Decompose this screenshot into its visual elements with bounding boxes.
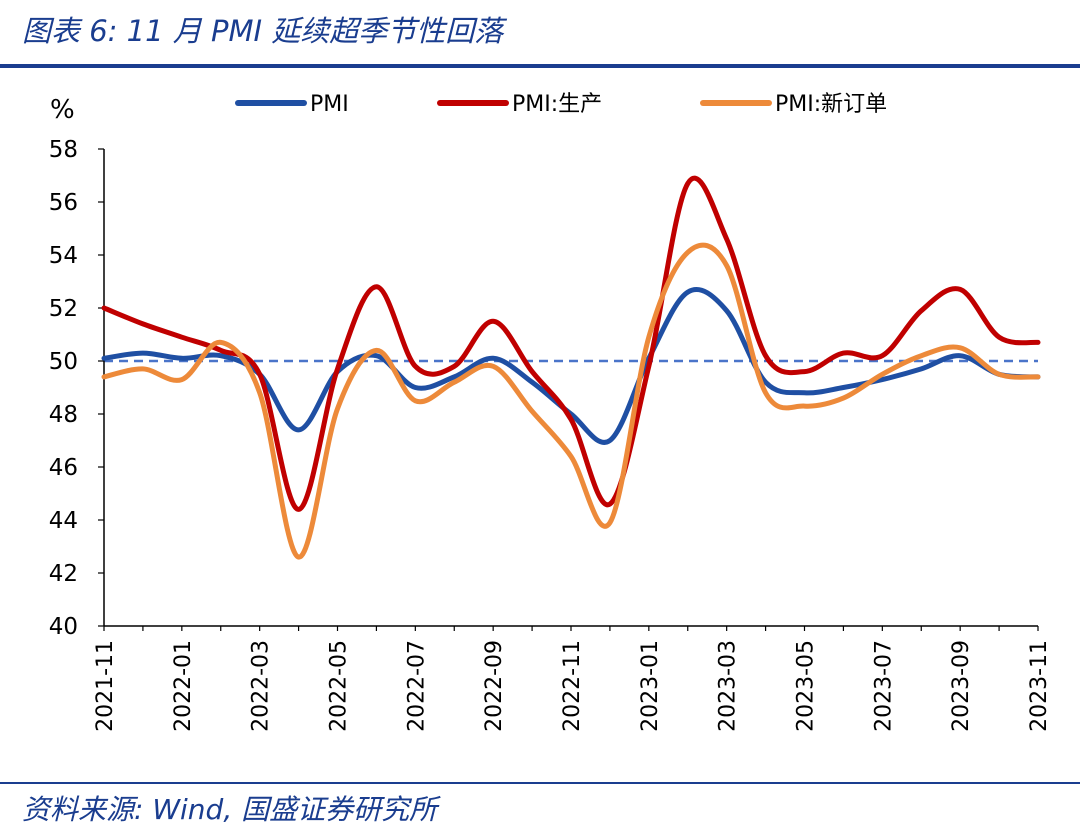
y-tick-label: 44 bbox=[49, 508, 78, 534]
x-tick-label: 2022-09 bbox=[482, 640, 507, 732]
x-tick-label: 2022-03 bbox=[249, 640, 274, 732]
y-tick-label: 46 bbox=[49, 455, 78, 481]
series-layer bbox=[101, 175, 1041, 560]
legend: PMI PMI:生产 PMI:新订单 bbox=[235, 92, 887, 117]
y-tick-label: 40 bbox=[49, 614, 78, 640]
y-unit-label: % bbox=[50, 95, 75, 125]
x-tick-label: 2023-05 bbox=[794, 640, 819, 732]
x-tick-label: 2023-09 bbox=[949, 640, 974, 732]
legend-label-2: PMI:生产 bbox=[512, 92, 602, 117]
axes: 40 42 44 46 48 50 52 54 56 58 2021-11 2022-01 2022-0… bbox=[49, 137, 1052, 732]
x-tick-label: 2023-01 bbox=[638, 640, 663, 732]
source-rule bbox=[0, 782, 1080, 784]
x-tick-label: 2023-03 bbox=[716, 640, 741, 732]
x-tick-label: 2022-07 bbox=[404, 640, 429, 732]
y-tick-label: 54 bbox=[49, 243, 78, 269]
y-tick-label: 48 bbox=[49, 402, 78, 428]
x-tick-label: 2022-05 bbox=[327, 640, 352, 732]
x-tick-label: 2022-01 bbox=[171, 640, 196, 732]
series-line-2 bbox=[101, 175, 1041, 512]
y-tick-label: 50 bbox=[49, 349, 78, 375]
legend-label-3: PMI:新订单 bbox=[775, 92, 887, 117]
y-tick-label: 52 bbox=[49, 296, 78, 322]
y-tick-label: 56 bbox=[49, 190, 78, 216]
x-tick-label: 2021-11 bbox=[93, 640, 118, 732]
series-line-3 bbox=[101, 242, 1041, 560]
x-tick-label: 2023-11 bbox=[1027, 640, 1052, 732]
y-tick-label: 42 bbox=[49, 561, 78, 587]
title-rule bbox=[0, 64, 1080, 68]
x-tick-label: 2022-11 bbox=[560, 640, 585, 732]
figure-title: 图表 6: 11 月 PMI 延续超季节性回落 bbox=[22, 14, 504, 48]
x-tick-label: 2023-07 bbox=[871, 640, 896, 732]
figure-source: 资料来源: Wind, 国盛证券研究所 bbox=[22, 793, 438, 826]
legend-label-1: PMI bbox=[310, 92, 349, 117]
y-tick-label: 58 bbox=[49, 137, 78, 163]
